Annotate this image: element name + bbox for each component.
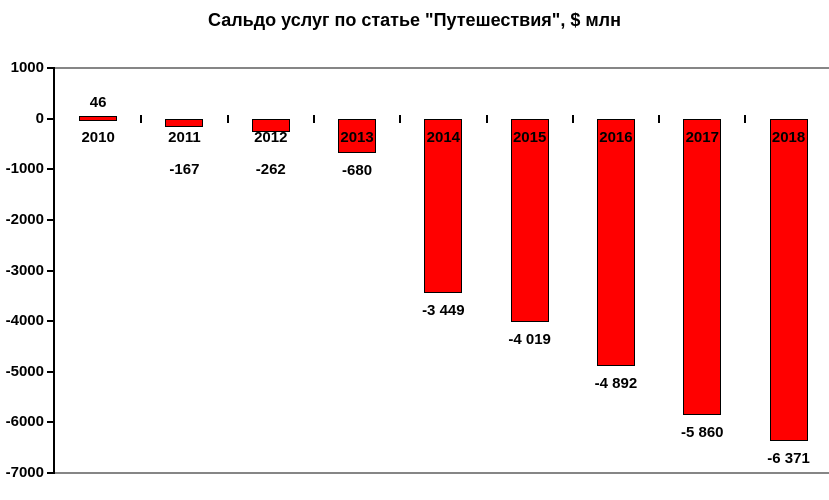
y-axis-tick-label: 0 [35,109,44,127]
bar-2017 [683,118,722,416]
bar-2013 [338,118,377,154]
x-axis-tick [399,114,402,123]
y-axis-tick-label: -7000 [5,464,44,481]
data-label: -4 892 [594,375,638,393]
y-axis-tick [47,67,55,69]
bar-2011 [165,118,204,128]
x-axis-tick [658,114,661,123]
bar-2012 [251,118,290,132]
x-axis-tick [485,114,488,123]
y-axis-tick [47,218,55,221]
data-label: -5 860 [680,424,724,442]
y-axis-tick [47,168,55,171]
y-axis-tick-label: -3000 [5,261,44,279]
y-axis-tick-label: -4000 [5,312,44,330]
x-axis-tick [140,114,143,123]
category-label: 2018 [771,128,806,146]
category-label: 2011 [168,128,201,146]
data-label: -6 371 [767,450,810,468]
category-label: 2017 [685,128,719,146]
y-axis-tick [47,421,55,424]
bar-2015 [510,118,549,323]
x-axis-tick [571,114,574,123]
data-label: -167 [169,160,200,178]
x-axis-tick [226,114,229,123]
y-axis-tick-label: -6000 [5,413,44,431]
bar-2010 [79,116,118,122]
chart-title: Сальдо услуг по статье "Путешествия", $ … [208,10,621,30]
category-label: 2013 [340,128,374,146]
bar-2018 [769,118,808,442]
bar-2014 [424,118,463,294]
y-axis-tick [47,117,55,120]
x-axis-tick [744,114,747,123]
category-label: 2010 [81,128,115,146]
category-label: 2015 [512,128,547,146]
y-axis-tick-label: -5000 [5,362,44,380]
y-axis-tick [47,472,55,474]
plot-top-border [55,67,829,69]
category-label: 2016 [599,128,633,146]
y-axis-tick [47,370,55,373]
bar-2016 [596,118,635,367]
y-axis-tick-label: -2000 [5,210,44,228]
category-label: 2012 [254,128,288,146]
data-label: -4 019 [508,331,551,349]
data-label: -262 [255,160,286,178]
category-label: 2014 [426,128,461,146]
data-label: 46 [89,94,107,112]
y-axis-tick-label: 1000 [10,59,44,76]
x-axis-tick [312,114,315,123]
y-axis-tick [47,269,55,272]
data-label: -3 449 [422,302,465,320]
y-axis-tick-label: -1000 [5,160,44,178]
y-axis-tick [47,320,55,323]
data-label: -680 [342,162,373,180]
plot-bottom-border [47,472,829,474]
